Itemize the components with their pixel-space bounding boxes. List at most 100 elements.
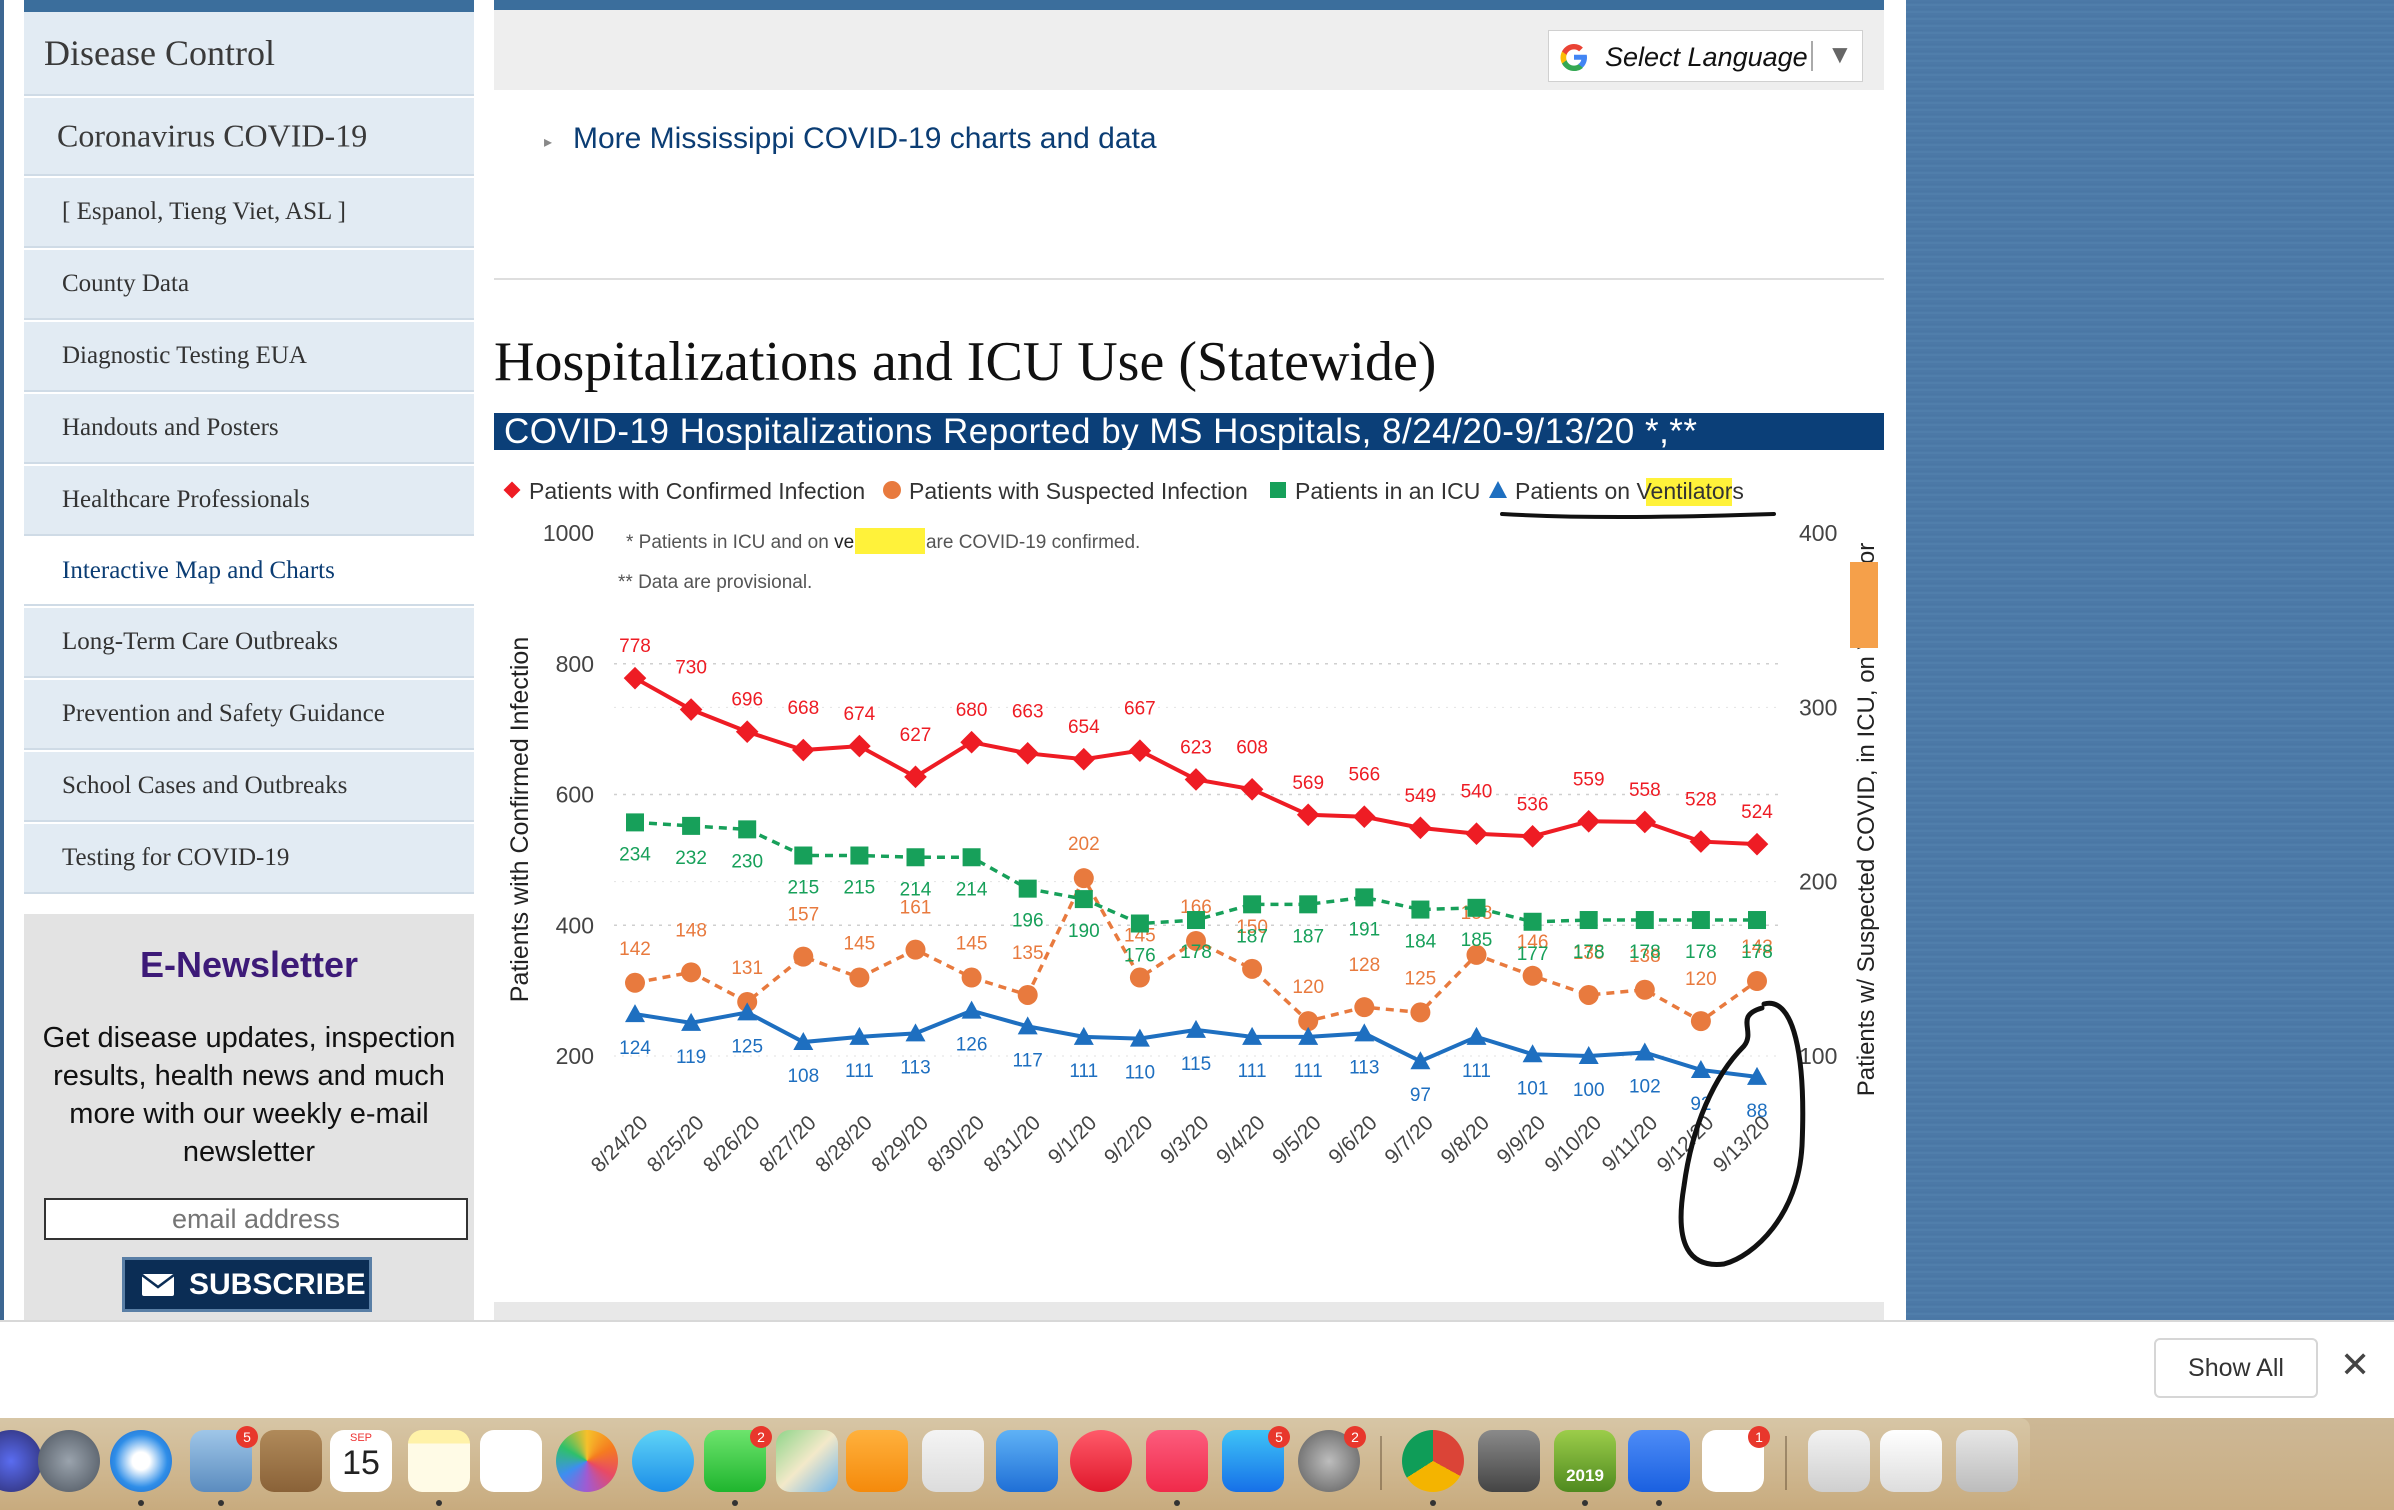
data-label: 120 xyxy=(1685,969,1717,990)
news-icon[interactable] xyxy=(1070,1430,1132,1492)
data-label: 111 xyxy=(1069,1061,1098,1082)
launchpad-icon[interactable] xyxy=(38,1430,100,1492)
data-label: 549 xyxy=(1405,786,1437,807)
data-label: 196 xyxy=(1012,911,1044,932)
zoom-icon[interactable] xyxy=(1628,1430,1690,1492)
data-point xyxy=(1578,1046,1599,1064)
data-label: 126 xyxy=(956,1035,988,1056)
sidebar-item-coronavirus-covid-19[interactable]: Coronavirus COVID-19 xyxy=(24,98,474,176)
data-label: 143 xyxy=(1741,937,1773,958)
envelope-icon xyxy=(141,1274,175,1296)
screenshot-icon[interactable] xyxy=(1880,1430,1942,1492)
sidebar-item-school-cases-and-outbreaks[interactable]: School Cases and Outbreaks xyxy=(24,752,474,822)
data-label: 108 xyxy=(787,1066,819,1087)
data-point xyxy=(961,1000,982,1019)
legend-text: Patients in an ICU xyxy=(1295,478,1480,504)
y-tick-label: 1000 xyxy=(543,520,594,546)
data-label: 730 xyxy=(675,658,707,679)
messages-icon[interactable] xyxy=(632,1430,694,1492)
numbers-icon[interactable] xyxy=(922,1430,984,1492)
data-label: 627 xyxy=(900,725,932,746)
data-point xyxy=(681,962,702,983)
pages-icon[interactable] xyxy=(846,1430,908,1492)
data-point xyxy=(1634,1042,1655,1061)
music-icon[interactable] xyxy=(1146,1430,1208,1492)
data-label: 232 xyxy=(675,848,707,869)
more-charts-link[interactable]: More Mississippi COVID-19 charts and dat… xyxy=(573,122,1157,155)
data-point xyxy=(1243,895,1262,914)
sidebar-item-county-data[interactable]: County Data xyxy=(24,250,474,320)
data-label: 559 xyxy=(1573,769,1605,790)
data-point xyxy=(1298,1011,1319,1032)
content-top-bar xyxy=(494,0,1884,10)
close-icon[interactable]: ✕ xyxy=(2340,1344,2371,1385)
select-language-dropdown[interactable]: Select Language ▼ xyxy=(1548,30,1863,82)
safari-icon[interactable] xyxy=(110,1430,172,1492)
maps-icon[interactable] xyxy=(776,1430,838,1492)
data-point xyxy=(849,967,870,988)
sidebar-item-prevention-and-safety-guidance[interactable]: Prevention and Safety Guidance xyxy=(24,680,474,750)
data-point xyxy=(1184,768,1208,791)
data-point xyxy=(1690,1011,1711,1032)
sidebar-item-espanol-tieng-viet-asl[interactable]: [ Espanol, Tieng Viet, ASL ] xyxy=(24,178,474,248)
app-store-badge: 5 xyxy=(1268,1426,1290,1448)
email-input[interactable] xyxy=(44,1198,468,1240)
chrome-icon[interactable] xyxy=(1402,1430,1464,1492)
keynote-icon[interactable] xyxy=(996,1430,1058,1492)
legend-text: ors xyxy=(1712,478,1744,504)
sidebar-item-diagnostic-testing-eua[interactable]: Diagnostic Testing EUA xyxy=(24,322,474,392)
data-point xyxy=(623,666,647,690)
data-label: 115 xyxy=(1181,1054,1211,1075)
sidebar-item-label: Handouts and Posters xyxy=(62,414,279,441)
chart-note: ** Data are provisional. xyxy=(618,572,812,593)
handwritten-underline xyxy=(1500,512,1776,519)
sidebar-item-disease-control[interactable]: Disease Control xyxy=(24,12,474,96)
x-tick-label: 9/3/20 xyxy=(1156,1111,1214,1169)
sidebar-item-interactive-map-and-charts[interactable]: Interactive Map and Charts xyxy=(24,538,474,606)
data-point xyxy=(1635,911,1654,930)
subscribe-button[interactable]: SUBSCRIBE xyxy=(122,1257,372,1312)
sidebar-item-handouts-and-posters[interactable]: Handouts and Posters xyxy=(24,394,474,464)
photos-icon[interactable] xyxy=(556,1430,618,1492)
data-point xyxy=(1016,742,1040,765)
data-label: 184 xyxy=(1405,932,1437,953)
data-label: 185 xyxy=(1461,930,1493,951)
data-point xyxy=(1745,832,1769,856)
x-tick-label: 9/1/20 xyxy=(1044,1111,1102,1169)
sidebar-item-healthcare-professionals[interactable]: Healthcare Professionals xyxy=(24,466,474,536)
notes-icon[interactable] xyxy=(408,1430,470,1492)
contacts-icon[interactable] xyxy=(260,1430,322,1492)
system-preferences-badge: 2 xyxy=(1344,1426,1366,1448)
data-point xyxy=(1467,898,1486,917)
window-edge xyxy=(0,0,4,1320)
document-icon[interactable] xyxy=(1808,1430,1870,1492)
data-label: 97 xyxy=(1410,1085,1431,1106)
running-indicator xyxy=(1174,1500,1180,1506)
data-point xyxy=(1355,888,1374,907)
x-tick-label: 9/10/20 xyxy=(1540,1111,1606,1177)
data-point xyxy=(1690,1059,1711,1078)
data-label: 178 xyxy=(1629,942,1661,963)
data-label: 623 xyxy=(1180,737,1212,758)
legend-label: Patients on Ventilators xyxy=(1515,478,1744,504)
calculator-icon[interactable] xyxy=(1478,1430,1540,1492)
dropdown-divider xyxy=(1811,41,1813,71)
legend-square-marker xyxy=(1270,482,1286,498)
data-label: 135 xyxy=(1573,943,1605,964)
show-all-button[interactable]: Show All xyxy=(2154,1338,2318,1398)
legend-label: Patients in an ICU xyxy=(1295,478,1480,504)
data-point xyxy=(1633,810,1657,834)
sidebar-item-testing-for-covid-19[interactable]: Testing for COVID-19 xyxy=(24,824,474,894)
data-label: 157 xyxy=(787,905,819,926)
data-point xyxy=(738,820,757,839)
trash-icon[interactable] xyxy=(1956,1430,2018,1492)
data-point xyxy=(1579,911,1598,930)
data-label: 202 xyxy=(1068,834,1100,855)
data-point xyxy=(682,816,701,835)
data-point xyxy=(737,991,758,1012)
reminders-icon[interactable] xyxy=(480,1430,542,1492)
sidebar-item-long-term-care-outbreaks[interactable]: Long-Term Care Outbreaks xyxy=(24,608,474,678)
chart-banner: COVID-19 Hospitalizations Reported by MS… xyxy=(494,413,1884,450)
year-2019-icon[interactable]: 2019 xyxy=(1554,1430,1616,1492)
calendar-icon[interactable]: SEP 15 xyxy=(330,1430,392,1492)
